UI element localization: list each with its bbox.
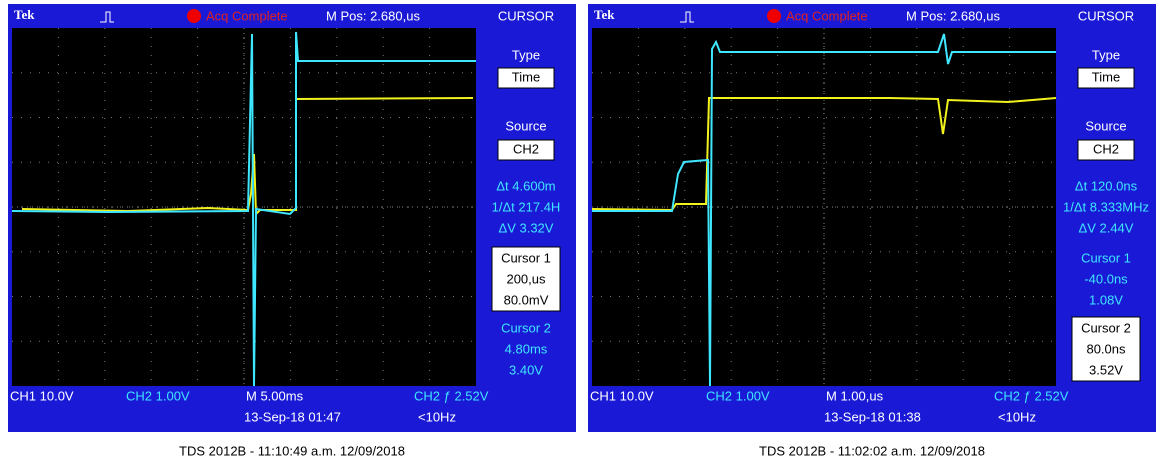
caption: TDS 2012B - 11:02:02 a.m. 12/09/2018 <box>759 443 985 458</box>
footer-text: CH1 10.0V <box>10 388 74 403</box>
footer-text: <10Hz <box>998 409 1036 424</box>
cursor-text: Cursor 2 <box>501 320 551 335</box>
menu-label: Type <box>512 47 540 62</box>
readout: Δt 4.600m <box>496 178 555 193</box>
cursor-text: Cursor 1 <box>1081 250 1131 265</box>
status-dot <box>187 9 201 23</box>
page: Tek Acq Complete M Pos: 2.680,us CURSOR Type… <box>0 0 1160 462</box>
menu-value: Time <box>512 69 540 84</box>
cursor-text: Cursor 2 <box>1081 320 1131 335</box>
readout: ΔV 2.44V <box>1079 220 1134 235</box>
cursor-text: 4.80ms <box>505 341 548 356</box>
cursor-text: 80.0mV <box>504 292 549 307</box>
footer-text: CH2 1.00V <box>706 388 770 403</box>
status: Acq Complete <box>206 8 288 23</box>
brand: Tek <box>594 7 615 22</box>
footer-text: CH2 ƒ 2.52V <box>414 388 489 403</box>
cursor-text: 3.40V <box>509 362 543 377</box>
readout: 1/Δt 217.4H <box>492 199 561 214</box>
footer-text: M 5.00ms <box>246 388 304 403</box>
scope-panel: Tek Acq Complete M Pos: 2.680,us CURSOR Type… <box>588 4 1156 458</box>
footer-text: <10Hz <box>418 409 456 424</box>
footer-text: CH2 ƒ 2.52V <box>994 388 1069 403</box>
cursor-text: 1.08V <box>1089 292 1123 307</box>
cursor-text: -40.0ns <box>1084 271 1128 286</box>
readout: ΔV 3.32V <box>499 220 554 235</box>
menu-label: Source <box>1085 118 1126 133</box>
position: M Pos: 2.680,us <box>326 8 420 23</box>
footer-text: CH1 10.0V <box>590 388 654 403</box>
menu-value: Time <box>1092 69 1120 84</box>
position: M Pos: 2.680,us <box>906 8 1000 23</box>
footer-text: M 1.00,us <box>826 388 884 403</box>
cursor-text: 80.0ns <box>1086 341 1126 356</box>
menu-value: CH2 <box>513 141 539 156</box>
cursor-text: 3.52V <box>1089 362 1123 377</box>
readout: Δt 120.0ns <box>1075 178 1138 193</box>
screenshot: Tek Acq Complete M Pos: 2.680,us CURSOR Type… <box>0 0 1160 462</box>
status-dot <box>767 9 781 23</box>
brand: Tek <box>14 7 35 22</box>
caption: TDS 2012B - 11:10:49 a.m. 12/09/2018 <box>179 443 405 458</box>
readout: 1/Δt 8.333MHz <box>1063 199 1149 214</box>
cursor-text: Cursor 1 <box>501 250 551 265</box>
scope-panel: Tek Acq Complete M Pos: 2.680,us CURSOR Type… <box>8 4 576 458</box>
menu-label: Type <box>1092 47 1120 62</box>
footer-text: 13-Sep-18 01:38 <box>824 409 921 424</box>
grid-area <box>592 28 1056 386</box>
grid-area <box>12 28 476 386</box>
cursor-text: 200,us <box>506 271 546 286</box>
menu-value: CH2 <box>1093 141 1119 156</box>
menu-title: CURSOR <box>498 8 554 23</box>
status: Acq Complete <box>786 8 868 23</box>
footer-text: CH2 1.00V <box>126 388 190 403</box>
footer-text: 13-Sep-18 01:47 <box>244 409 341 424</box>
menu-title: CURSOR <box>1078 8 1134 23</box>
menu-label: Source <box>505 118 546 133</box>
